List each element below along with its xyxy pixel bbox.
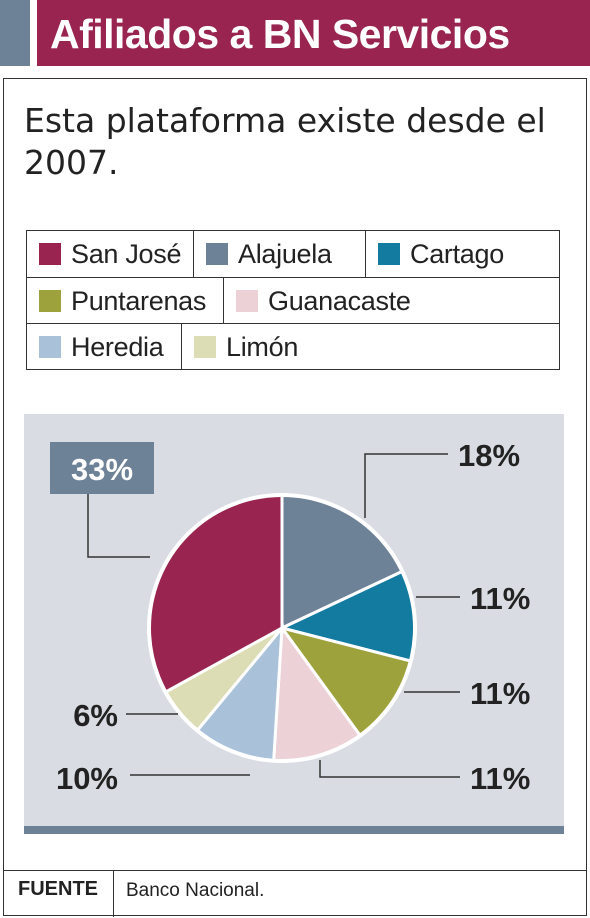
title-accent-block <box>0 0 30 66</box>
legend-row: Heredia Limón <box>27 323 559 370</box>
legend-label: San José <box>71 238 182 269</box>
legend-swatch <box>236 290 258 312</box>
content-frame <box>3 78 587 916</box>
data-label-heredia: 10% <box>56 761 118 796</box>
leader-line-san-jose <box>87 492 150 558</box>
footer-separator <box>113 871 114 917</box>
data-label-cartago: 11% <box>470 581 530 616</box>
data-label-alajuela: 18% <box>458 438 520 473</box>
legend-row: San José Alajuela Cartago <box>27 231 559 277</box>
legend-item-san-jose: San José <box>27 231 193 277</box>
chart-subtitle: Esta plataforma existe desde el 2007. <box>24 101 546 182</box>
plot-bottom-bar <box>24 826 564 834</box>
value-labels: 18% 11% 11% 11% 10% 6% 33% <box>50 438 530 796</box>
chart-title: Afiliados a BN Servicios <box>50 11 510 57</box>
title-background <box>37 0 590 66</box>
legend-item-cartago: Cartago <box>365 231 561 277</box>
source-label: FUENTE <box>18 878 98 900</box>
legend-label: Puntarenas <box>71 285 207 316</box>
legend-swatch <box>39 290 61 312</box>
legend-label: Limón <box>226 331 299 362</box>
legend-item-guanacaste: Guanacaste <box>223 278 561 324</box>
footer-divider <box>3 870 587 871</box>
pie-outline <box>147 493 417 763</box>
pie-slices <box>147 493 417 763</box>
title-bar: Afiliados a BN Servicios <box>0 0 590 68</box>
data-label-san-jose: 33% <box>71 452 133 487</box>
data-label-puntarenas: 11% <box>470 676 530 711</box>
legend-item-puntarenas: Puntarenas <box>27 278 223 324</box>
legend-label: Heredia <box>71 331 164 362</box>
legend-row: Puntarenas Guanacaste <box>27 277 559 324</box>
legend-item-heredia: Heredia <box>27 324 181 370</box>
highlight-label-box <box>50 442 154 494</box>
legend-label: Guanacaste <box>268 285 411 316</box>
leader-line-guanacaste <box>319 760 460 778</box>
legend-label: Cartago <box>410 238 504 269</box>
legend-label: Alajuela <box>238 238 332 269</box>
legend-item-limon: Limón <box>181 324 561 370</box>
legend: San José Alajuela Cartago Puntarenas Gua… <box>26 230 560 370</box>
legend-swatch <box>378 243 400 265</box>
leader-lines <box>87 453 460 778</box>
legend-swatch <box>39 336 61 358</box>
data-label-guanacaste: 11% <box>470 761 530 796</box>
data-label-limon: 6% <box>73 698 118 733</box>
legend-swatch <box>39 243 61 265</box>
source-text: Banco Nacional. <box>126 880 265 901</box>
legend-swatch <box>206 243 228 265</box>
legend-swatch <box>194 336 216 358</box>
legend-item-alajuela: Alajuela <box>193 231 365 277</box>
leader-line-alajuela <box>364 453 448 518</box>
